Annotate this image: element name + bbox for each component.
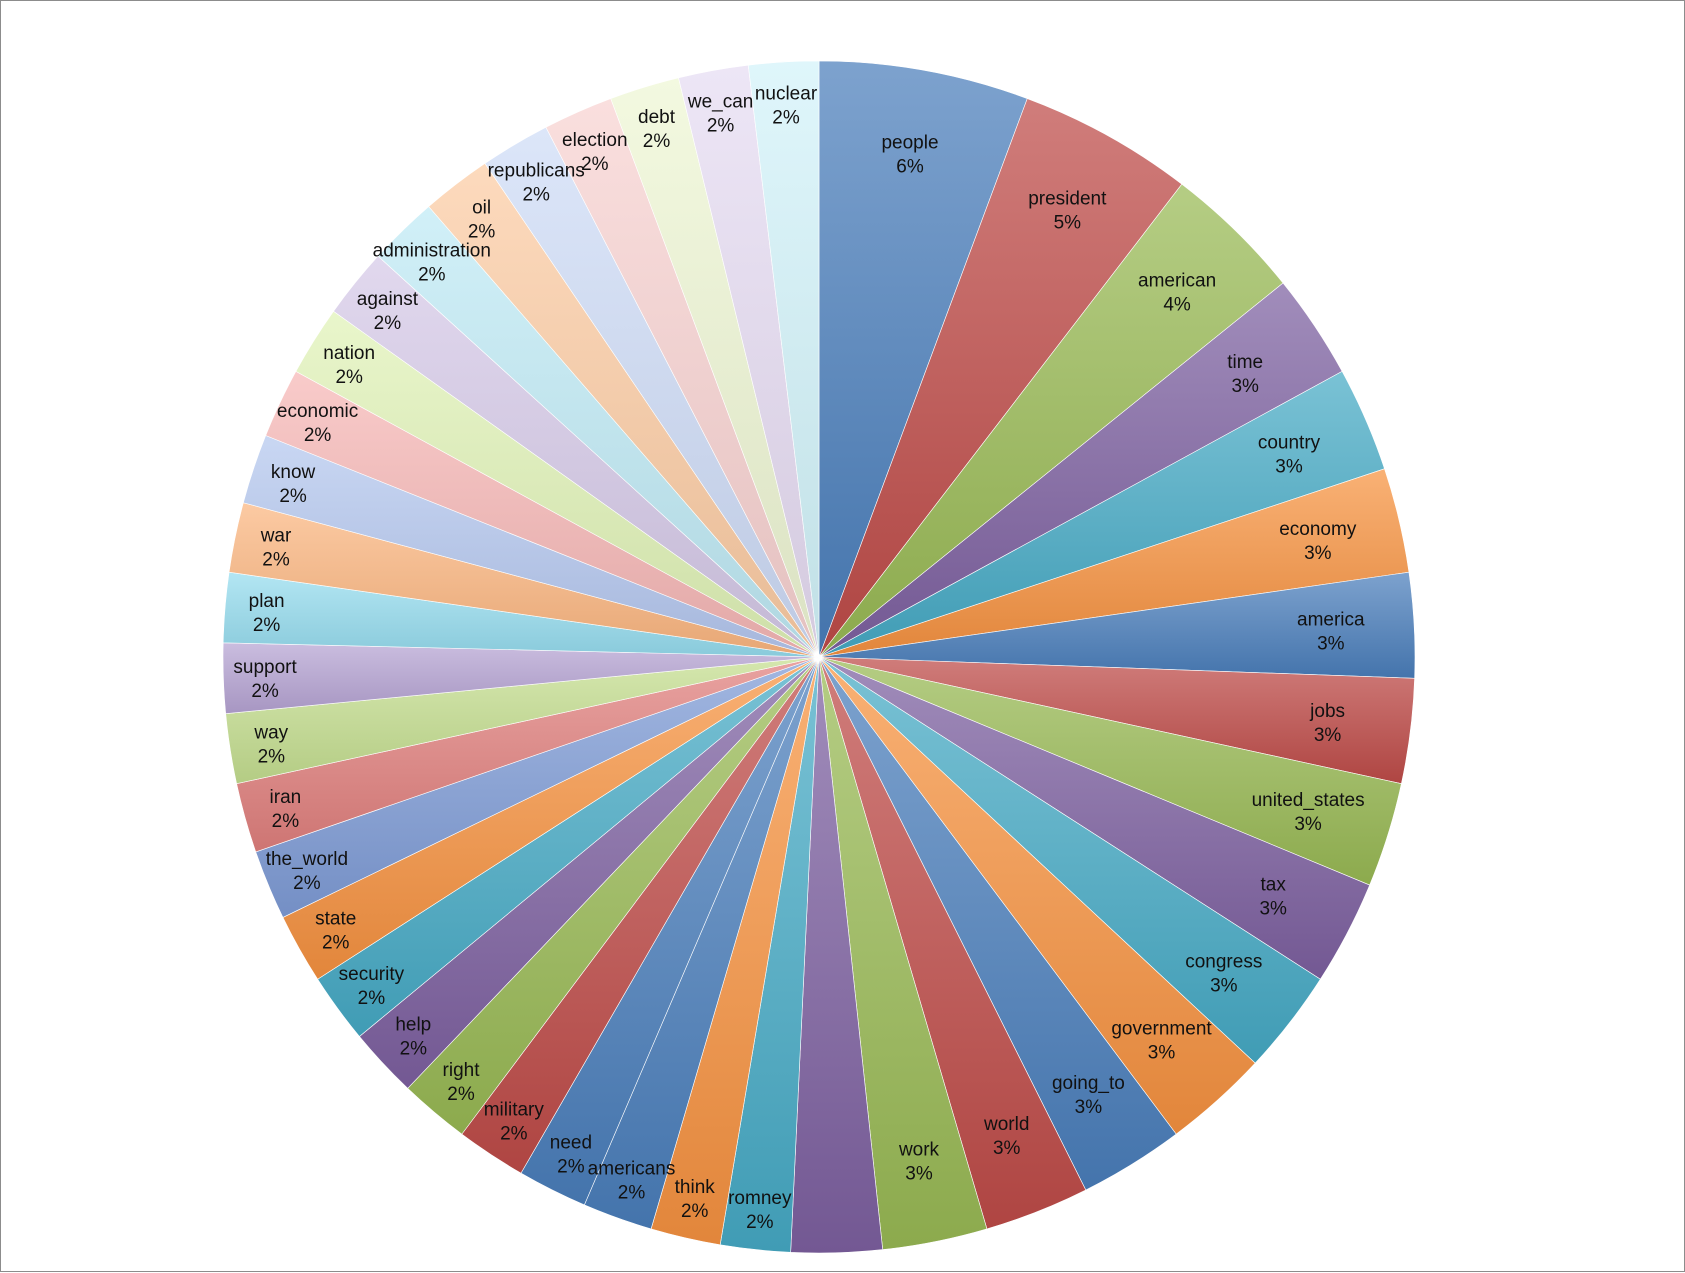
slice-label-iran: iran [270,787,302,808]
slice-percent-american: 4% [1163,294,1191,315]
slice-label-president: president [1028,189,1107,210]
slice-percent-oil: 2% [468,221,496,242]
slice-percent-way: 2% [258,746,286,767]
slice-percent-president: 5% [1054,213,1082,234]
slice-label-going-to: going_to [1052,1073,1125,1094]
slice-label-country: country [1258,432,1321,453]
slice-percent-plan: 2% [253,615,281,636]
slice-percent-romney: 2% [746,1212,774,1233]
slice-label-state: state [315,908,356,929]
slice-percent-america: 3% [1317,634,1345,655]
slice-label-we-can: we_can [687,92,754,113]
slice-percent-think: 2% [681,1201,709,1222]
slice-label-economic: economic [277,401,358,422]
slice-percent-know: 2% [279,486,307,507]
slice-percent-war: 2% [262,550,290,571]
slice-label-republicans: republicans [488,160,585,181]
slice-percent-debt: 2% [643,131,671,152]
slice-percent-people: 6% [896,157,924,178]
slice-label-nuclear: nuclear [755,84,818,105]
slice-percent-world: 3% [993,1138,1021,1159]
slice-percent-right: 2% [447,1084,475,1105]
slice-label-war: war [260,526,292,547]
slice-percent-country: 3% [1275,456,1303,477]
slice-percent-military: 2% [500,1124,528,1145]
slice-percent-work: 3% [905,1164,933,1185]
slice-percent-against: 2% [374,313,402,334]
slice-label-world: world [983,1114,1029,1135]
pie-slice-nuclear [747,60,820,658]
slice-percent-economy: 3% [1304,543,1332,564]
slice-label-time: time [1227,352,1263,373]
slice-label-against: against [357,289,419,310]
slice-percent-nation: 2% [335,367,363,388]
slice-label-american: american [1138,270,1216,291]
slice-label-work: work [898,1140,940,1161]
slice-label-need: need [550,1133,592,1154]
slice-percent-government: 3% [1148,1042,1176,1063]
slice-percent-state: 2% [322,932,350,953]
slice-percent-need: 2% [557,1157,585,1178]
slice-label-right: right [443,1060,481,1081]
slice-percent-americans: 2% [618,1183,646,1204]
slice-percent-support: 2% [251,681,279,702]
slice-label-know: know [271,462,316,483]
slice-percent-iran: 2% [272,811,300,832]
slice-label-economy: economy [1279,519,1357,540]
slice-label-oil: oil [472,197,491,218]
slice-percent-congress: 3% [1210,975,1238,996]
slice-label-america: america [1297,610,1365,631]
slice-percent-jobs: 3% [1314,725,1342,746]
slice-percent-united-states: 3% [1294,814,1322,835]
slice-label-government: government [1111,1018,1212,1039]
slice-label-the-world: the_world [266,849,348,870]
pie-slice-people [818,60,1028,658]
slice-label-congress: congress [1185,951,1262,972]
slice-label-election: election [562,130,628,151]
slice-label-jobs: jobs [1309,701,1345,722]
slice-label-united-states: united_states [1252,790,1365,811]
slice-label-nation: nation [323,343,375,364]
pie-labels: people 6% president 5% american 4% time 3% count… [233,84,1365,1233]
slice-percent-time: 3% [1231,376,1259,397]
slice-percent-economic: 2% [304,425,332,446]
slice-percent-administration: 2% [418,264,446,285]
slice-label-people: people [881,133,938,154]
slice-percent-help: 2% [400,1039,428,1060]
pie-slices [222,60,1416,1254]
slice-label-plan: plan [249,591,285,612]
slice-label-help: help [395,1015,431,1036]
slice-label-security: security [339,964,405,985]
pie-slice-president [818,98,1183,658]
slice-label-military: military [484,1100,545,1121]
slice-percent-security: 2% [358,988,386,1009]
slice-percent-we-can: 2% [707,116,735,137]
slice-label-way: way [253,722,288,743]
slice-label-romney: romney [728,1188,792,1209]
slice-percent-nuclear: 2% [772,108,800,129]
slice-label-think: think [675,1177,716,1198]
slice-label-americans: americans [588,1159,676,1180]
slice-label-tax: tax [1261,875,1287,896]
slice-percent-the-world: 2% [293,873,321,894]
slice-percent-election: 2% [581,154,609,175]
slice-percent-tax: 3% [1259,899,1287,920]
slice-label-support: support [233,657,297,678]
slice-percent-going-to: 3% [1075,1097,1103,1118]
slice-percent-republicans: 2% [522,184,550,205]
slice-label-debt: debt [638,107,676,128]
slice-label-administration: administration [373,240,491,261]
